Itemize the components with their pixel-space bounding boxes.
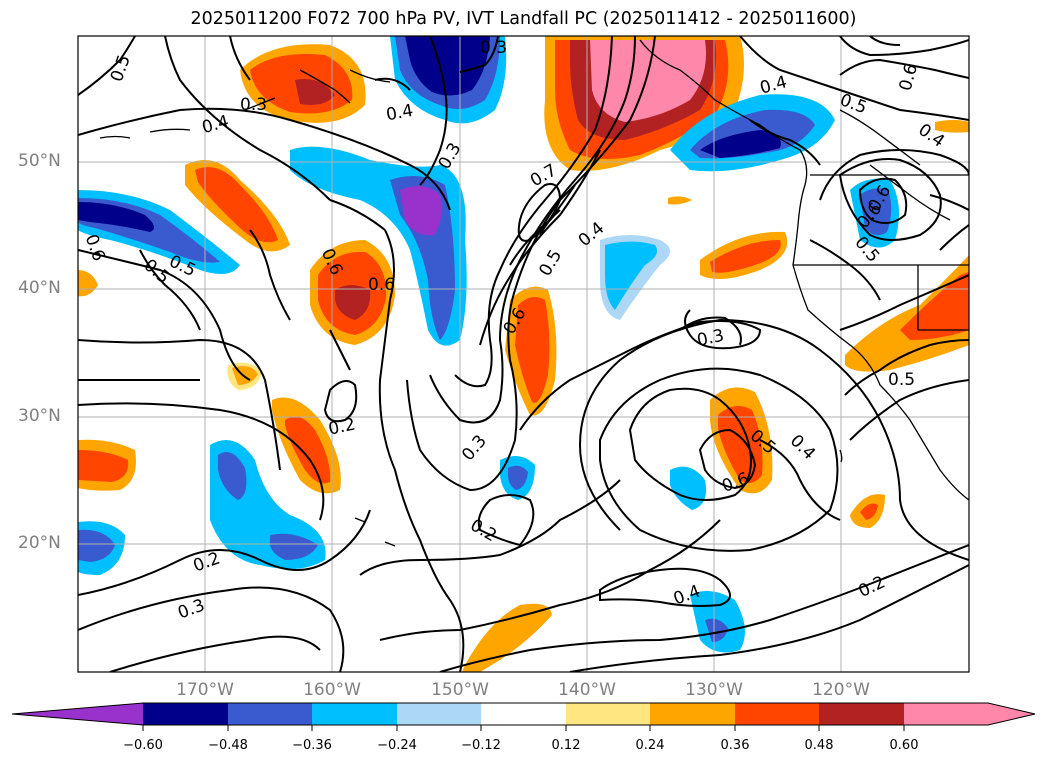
lat-label-30n: 30°N bbox=[18, 406, 61, 426]
lon-label-170w: 170°W bbox=[176, 680, 234, 700]
colorbar-tick-label: −0.12 bbox=[461, 738, 501, 753]
lon-label-120w: 120°W bbox=[812, 680, 870, 700]
colorbar-tick-label: 0.60 bbox=[889, 738, 919, 753]
colorbar-tick-label: 0.24 bbox=[635, 738, 665, 753]
contour-lines bbox=[78, 36, 969, 672]
lat-label-50n: 50°N bbox=[18, 151, 61, 171]
colorbar-tick-label: −0.36 bbox=[292, 738, 332, 753]
positive-anomaly-south bbox=[462, 603, 552, 672]
map-title: 2025011200 F072 700 hPa PV, IVT Landfall… bbox=[190, 9, 857, 29]
colorbar bbox=[11, 702, 1036, 731]
lon-label-140w: 140°W bbox=[558, 680, 616, 700]
contour-label: 0.3 bbox=[480, 38, 507, 58]
lat-label-20n: 20°N bbox=[18, 533, 61, 553]
lon-label-150w: 150°W bbox=[431, 680, 489, 700]
colorbar-tick-label: −0.60 bbox=[123, 738, 163, 753]
map-area: 0.5 0.3 0.4 0.3 0.4 0.3 0.4 0.5 0.6 0.4 … bbox=[78, 36, 969, 672]
contour-label: 0.6 bbox=[368, 275, 395, 295]
colorbar-extend-high bbox=[904, 703, 1035, 725]
lon-label-130w: 130°W bbox=[685, 680, 743, 700]
colorbar-extend-low bbox=[12, 703, 143, 725]
contour-label: 0.5 bbox=[888, 370, 915, 390]
lat-label-40n: 40°N bbox=[18, 278, 61, 298]
contour-label: 0.3 bbox=[240, 95, 267, 115]
colorbar-tick-label: 0.48 bbox=[804, 738, 834, 753]
map-frame bbox=[77, 35, 970, 673]
colorbar-tick-label: 0.12 bbox=[551, 738, 581, 753]
contour-label: 0.4 bbox=[385, 101, 415, 125]
lon-label-160w: 160°W bbox=[303, 680, 361, 700]
colorbar-tick-label: 0.36 bbox=[720, 738, 750, 753]
colorbar-tick-label: −0.48 bbox=[208, 738, 248, 753]
colorbar-tick-label: −0.24 bbox=[377, 738, 417, 753]
